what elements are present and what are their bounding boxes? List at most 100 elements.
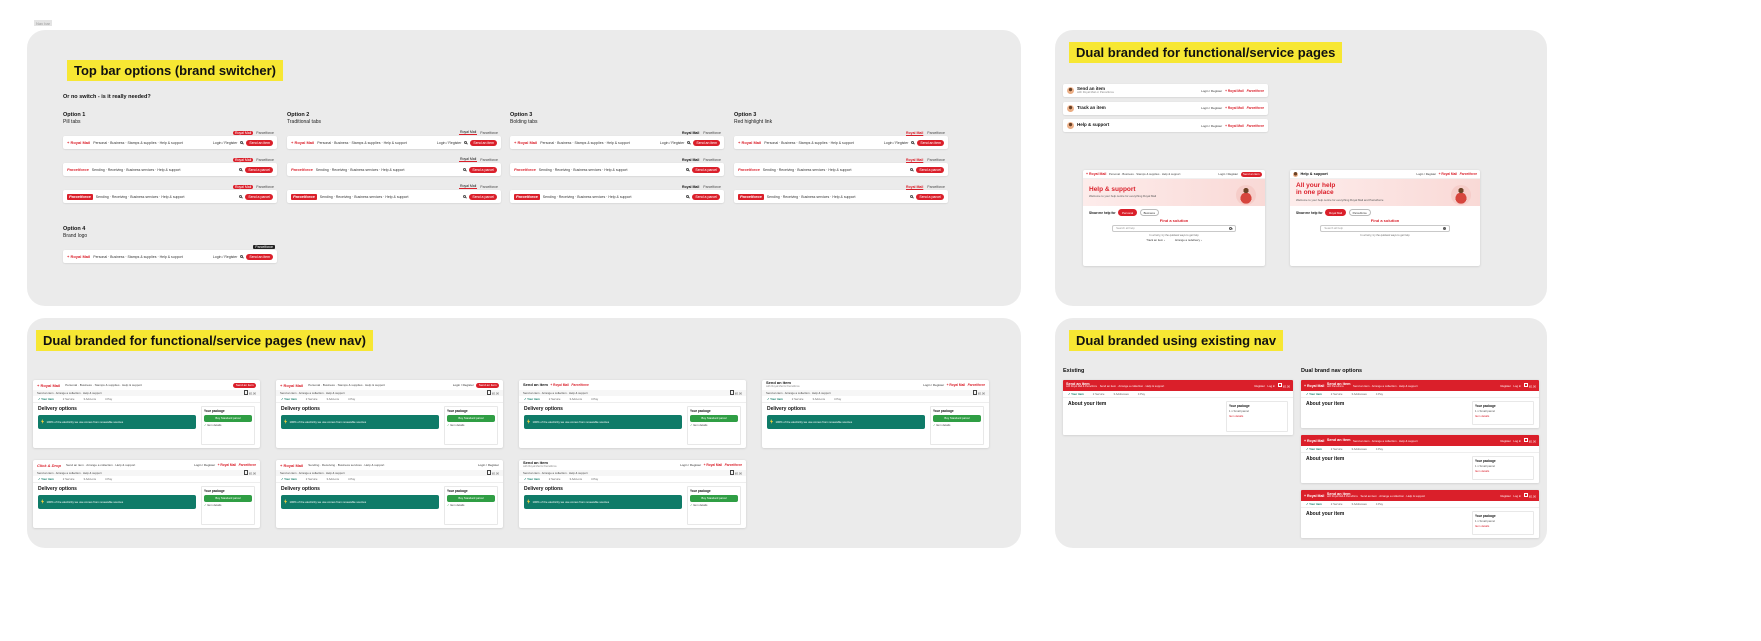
basket-total[interactable]: £0.00 bbox=[487, 390, 499, 396]
royal-mail-logo[interactable]: Royal Mail bbox=[1086, 172, 1106, 176]
brand-tab-royal-mail[interactable]: Royal Mail bbox=[681, 130, 700, 135]
step-pay[interactable]: 4 Pay bbox=[591, 397, 599, 401]
brand-logo[interactable]: Royal Mail bbox=[738, 140, 761, 145]
search-icon[interactable] bbox=[1228, 226, 1232, 230]
nav-links[interactable]: Sending · Receiving · Business services … bbox=[91, 167, 181, 172]
search-icon[interactable] bbox=[911, 141, 915, 144]
brand-logo[interactable]: Parcelforce bbox=[514, 167, 536, 172]
step-service[interactable]: 2 Service bbox=[1092, 392, 1105, 396]
brand-tab-royal-mail[interactable]: Royal Mail bbox=[905, 130, 924, 135]
brand-tab-parcelforce[interactable]: Parcelforce bbox=[703, 130, 721, 135]
login-register-link[interactable]: Login / Register bbox=[212, 254, 238, 259]
step-pay[interactable]: 4 Pay bbox=[1375, 447, 1383, 451]
login-link[interactable]: Log in bbox=[1267, 383, 1275, 388]
step-service[interactable]: 2 Service bbox=[62, 477, 75, 481]
nav-links[interactable]: Send an item · Arrange a collection · He… bbox=[1099, 383, 1165, 388]
login-register-link[interactable]: Login / Register bbox=[477, 463, 499, 467]
step-service[interactable]: 2 Service bbox=[1330, 392, 1343, 396]
register-link[interactable]: Register bbox=[1500, 438, 1511, 443]
service-bar[interactable]: Send an item with Royal Mail or Parcelfo… bbox=[1063, 84, 1268, 97]
buy-parcel-button[interactable]: Buy Standard parcel bbox=[447, 494, 495, 502]
subnav-links[interactable]: Send an item · Arrange a collection · He… bbox=[37, 391, 102, 395]
search-icon[interactable] bbox=[239, 195, 243, 198]
step-your-item[interactable]: ✓ Your item bbox=[524, 397, 540, 401]
send-item-button[interactable]: Send an item bbox=[917, 139, 944, 146]
step-service[interactable]: 2 Service bbox=[62, 397, 75, 401]
login-register-link[interactable]: Login / Register bbox=[436, 140, 462, 145]
step-pay[interactable]: 4 Pay bbox=[1375, 392, 1383, 396]
search-icon[interactable] bbox=[240, 255, 244, 258]
step-addresses[interactable]: 3 Addresses bbox=[1113, 392, 1129, 396]
filter-pill-parcelforce[interactable]: Parcelforce bbox=[1348, 209, 1371, 216]
brand-tab-parcelforce[interactable]: Parcelforce bbox=[927, 184, 945, 189]
brand-tab-royal-mail[interactable]: Royal Mail bbox=[905, 184, 924, 189]
login-register-link[interactable]: Login / Register bbox=[452, 383, 474, 387]
filter-pill-personal[interactable]: Personal bbox=[1118, 209, 1138, 216]
login-register-link[interactable]: Login / Register bbox=[1416, 172, 1437, 176]
brand-tab-royal-mail[interactable]: Royal Mail bbox=[458, 129, 478, 135]
step-pay[interactable]: 4 Pay bbox=[105, 397, 113, 401]
item-details-link[interactable]: Item details bbox=[204, 503, 252, 507]
send-item-button[interactable]: Send an item bbox=[693, 139, 720, 146]
brand-logo[interactable]: Click & Drop bbox=[37, 462, 62, 468]
subnav-links[interactable]: Send an item · Arrange a collection · He… bbox=[523, 471, 588, 475]
buy-parcel-button[interactable]: Buy Standard parcel bbox=[933, 414, 981, 422]
subnav-links[interactable]: Send an item · Arrange a collection · He… bbox=[280, 391, 345, 395]
nav-links[interactable]: Send an item · Arrange a collection · He… bbox=[1360, 493, 1425, 498]
step-pay[interactable]: 4 Pay bbox=[1137, 392, 1145, 396]
brand-logo[interactable]: Parcelforce bbox=[67, 167, 89, 172]
basket-total[interactable]: £0.00 bbox=[1278, 383, 1290, 388]
login-register-link[interactable]: Login / Register bbox=[212, 140, 238, 145]
search-icon[interactable] bbox=[1442, 226, 1446, 230]
search-icon[interactable] bbox=[240, 141, 244, 144]
brand-logo[interactable]: Parcelforce bbox=[291, 167, 313, 172]
brand-tab-parcelforce[interactable]: Parcelforce bbox=[703, 184, 721, 189]
nav-links[interactable]: Sending · Receiving · Business services … bbox=[542, 194, 632, 199]
item-details-link[interactable]: Item details bbox=[1475, 524, 1490, 528]
register-link[interactable]: Register bbox=[1500, 493, 1511, 498]
step-pay[interactable]: 4 Pay bbox=[348, 477, 356, 481]
send-item-button[interactable]: Send an item bbox=[470, 139, 497, 146]
brand-tab-parcelforce[interactable]: Parcelforce bbox=[480, 184, 498, 189]
send-item-button[interactable]: Send a parcel bbox=[245, 193, 273, 200]
nav-links[interactable]: Sending · Receiving · Business services … bbox=[538, 167, 628, 172]
step-service[interactable]: 2 Service bbox=[548, 397, 561, 401]
item-details-link[interactable]: Item details bbox=[690, 423, 738, 427]
brand-logo[interactable]: Parcelforce bbox=[738, 167, 760, 172]
step-service[interactable]: 2 Service bbox=[1330, 502, 1343, 506]
nav-links[interactable]: Sending · Receiving · Business services … bbox=[95, 194, 185, 199]
search-icon[interactable] bbox=[239, 168, 243, 171]
brand-logo[interactable]: Royal Mail bbox=[280, 383, 303, 388]
nav-links[interactable]: Personal · Business · Stamps & supplies … bbox=[1108, 172, 1181, 176]
step-pay[interactable]: 4 Pay bbox=[348, 397, 356, 401]
filter-pill-royal-mail[interactable]: Royal Mail bbox=[1325, 209, 1347, 216]
step-addons[interactable]: 3 Add-ons bbox=[569, 397, 583, 401]
brand-tab-royal-mail[interactable]: Royal Mail bbox=[232, 184, 254, 189]
step-your-item[interactable]: ✓ Your item bbox=[38, 477, 54, 481]
step-your-item[interactable]: ✓ Your item bbox=[1306, 502, 1322, 506]
basket-total[interactable]: £0.00 bbox=[1524, 493, 1536, 498]
brand-tab-parcelforce[interactable]: Parcelforce bbox=[480, 157, 498, 162]
brand-tab-parcelforce[interactable]: Parcelforce bbox=[256, 157, 274, 162]
login-register-link[interactable]: Login / Register bbox=[1201, 88, 1223, 93]
nav-links[interactable]: Personal · Business · Stamps & supplies … bbox=[317, 140, 407, 145]
search-icon[interactable] bbox=[686, 195, 690, 198]
register-link[interactable]: Register bbox=[1500, 383, 1511, 388]
basket-total[interactable]: £0.00 bbox=[973, 390, 985, 396]
nav-links[interactable]: Personal · Business · Stamps & supplies … bbox=[308, 383, 385, 387]
step-your-item[interactable]: ✓ Your item bbox=[281, 477, 297, 481]
send-item-button[interactable]: Send an item bbox=[246, 253, 273, 260]
step-addons[interactable]: 3 Add-ons bbox=[326, 397, 340, 401]
search-icon[interactable] bbox=[687, 141, 691, 144]
brand-logo[interactable]: Royal Mail bbox=[67, 140, 90, 145]
service-bar[interactable]: Track an item Login / Register Royal Mai… bbox=[1063, 101, 1268, 115]
nav-links[interactable]: Send an item · Arrange a collection · He… bbox=[1352, 383, 1418, 388]
nav-links[interactable]: Personal · Business · Stamps & supplies … bbox=[93, 254, 183, 259]
brand-tab-royal-mail[interactable]: Royal Mail bbox=[458, 156, 478, 162]
item-details-link[interactable]: Item details bbox=[447, 503, 495, 507]
send-item-button[interactable]: Send an item bbox=[1240, 171, 1262, 177]
login-register-link[interactable]: Login / Register bbox=[194, 463, 216, 467]
subnav-links[interactable]: Send an item · Arrange a collection · He… bbox=[766, 391, 831, 395]
item-details-link[interactable]: Item details bbox=[1475, 469, 1490, 473]
brand-logo[interactable]: Royal Mail bbox=[67, 254, 90, 259]
